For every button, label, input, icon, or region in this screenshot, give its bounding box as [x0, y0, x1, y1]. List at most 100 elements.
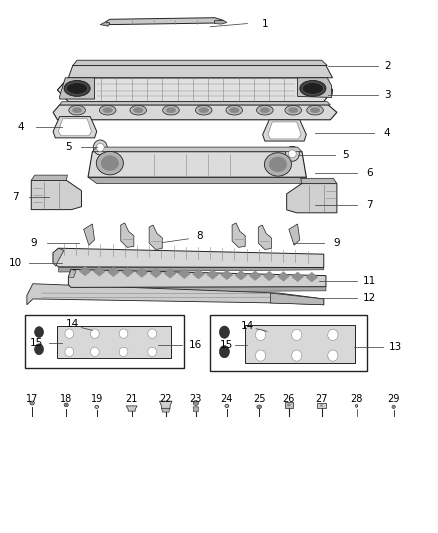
Text: 23: 23 [190, 394, 202, 403]
Text: 14: 14 [241, 321, 254, 331]
Polygon shape [292, 272, 304, 281]
Polygon shape [53, 248, 64, 266]
Polygon shape [263, 120, 306, 141]
Ellipse shape [96, 151, 124, 175]
Ellipse shape [288, 150, 296, 158]
Polygon shape [93, 266, 105, 276]
Text: 12: 12 [363, 293, 376, 303]
Polygon shape [106, 18, 223, 25]
Polygon shape [53, 117, 97, 138]
Ellipse shape [95, 405, 99, 408]
Ellipse shape [67, 83, 88, 94]
Polygon shape [31, 180, 81, 209]
Text: 17: 17 [26, 394, 38, 403]
Text: 9: 9 [30, 238, 37, 247]
Ellipse shape [287, 403, 290, 406]
Polygon shape [79, 266, 91, 276]
Ellipse shape [257, 106, 273, 115]
Ellipse shape [355, 405, 358, 407]
Polygon shape [289, 224, 300, 245]
Ellipse shape [225, 404, 229, 408]
Circle shape [35, 344, 43, 354]
Polygon shape [57, 78, 332, 102]
Polygon shape [249, 271, 261, 280]
Ellipse shape [255, 329, 266, 341]
Ellipse shape [90, 347, 99, 357]
Polygon shape [31, 175, 67, 180]
Ellipse shape [321, 405, 323, 407]
Text: 10: 10 [8, 258, 21, 268]
Ellipse shape [302, 83, 323, 94]
Ellipse shape [69, 106, 85, 115]
Polygon shape [53, 248, 324, 268]
Polygon shape [278, 272, 290, 281]
Polygon shape [126, 406, 137, 411]
Ellipse shape [194, 402, 198, 405]
Ellipse shape [260, 108, 270, 113]
Ellipse shape [65, 404, 67, 406]
Text: 11: 11 [363, 276, 376, 286]
Text: 21: 21 [126, 394, 138, 403]
Ellipse shape [392, 405, 395, 408]
Ellipse shape [90, 329, 99, 338]
Text: 8: 8 [196, 231, 203, 241]
Polygon shape [107, 267, 120, 277]
Ellipse shape [103, 108, 113, 113]
Polygon shape [270, 293, 324, 305]
Text: 7: 7 [12, 192, 18, 203]
Ellipse shape [292, 329, 302, 341]
Polygon shape [258, 225, 272, 249]
Circle shape [219, 345, 230, 358]
Bar [245, 325, 355, 363]
Polygon shape [53, 105, 337, 120]
Polygon shape [164, 269, 176, 278]
Ellipse shape [65, 329, 74, 338]
Polygon shape [88, 177, 306, 183]
Polygon shape [121, 223, 134, 247]
Text: 2: 2 [384, 61, 390, 71]
Ellipse shape [130, 106, 147, 115]
Polygon shape [68, 66, 332, 78]
Ellipse shape [101, 156, 119, 171]
Ellipse shape [255, 350, 266, 361]
Text: 15: 15 [219, 340, 233, 350]
Text: 24: 24 [221, 394, 233, 403]
Bar [57, 326, 171, 358]
Bar [25, 316, 184, 368]
Ellipse shape [72, 108, 82, 113]
Ellipse shape [30, 401, 34, 405]
Polygon shape [149, 225, 162, 249]
Polygon shape [100, 22, 110, 26]
Ellipse shape [292, 350, 302, 361]
Polygon shape [193, 407, 198, 411]
Ellipse shape [300, 80, 326, 96]
Polygon shape [57, 78, 332, 94]
Bar [210, 316, 367, 371]
Polygon shape [71, 287, 326, 292]
Polygon shape [88, 152, 306, 177]
Text: 28: 28 [350, 394, 363, 403]
Ellipse shape [64, 80, 90, 96]
Ellipse shape [119, 347, 128, 357]
Text: 5: 5 [65, 142, 72, 152]
Polygon shape [235, 270, 247, 280]
Polygon shape [193, 269, 205, 279]
Text: 5: 5 [343, 150, 349, 160]
Polygon shape [162, 408, 170, 412]
Ellipse shape [286, 147, 299, 161]
Text: 7: 7 [366, 200, 373, 211]
Text: 16: 16 [188, 340, 201, 350]
Text: 14: 14 [66, 319, 79, 329]
Text: 13: 13 [389, 342, 403, 352]
Text: 6: 6 [366, 168, 373, 179]
Text: 4: 4 [384, 127, 390, 138]
Ellipse shape [119, 329, 128, 338]
Ellipse shape [193, 401, 198, 406]
Polygon shape [285, 402, 293, 408]
Ellipse shape [328, 350, 338, 361]
Ellipse shape [64, 403, 68, 407]
Text: 25: 25 [253, 394, 265, 403]
Ellipse shape [31, 402, 33, 404]
Polygon shape [263, 271, 275, 281]
Polygon shape [301, 179, 337, 183]
